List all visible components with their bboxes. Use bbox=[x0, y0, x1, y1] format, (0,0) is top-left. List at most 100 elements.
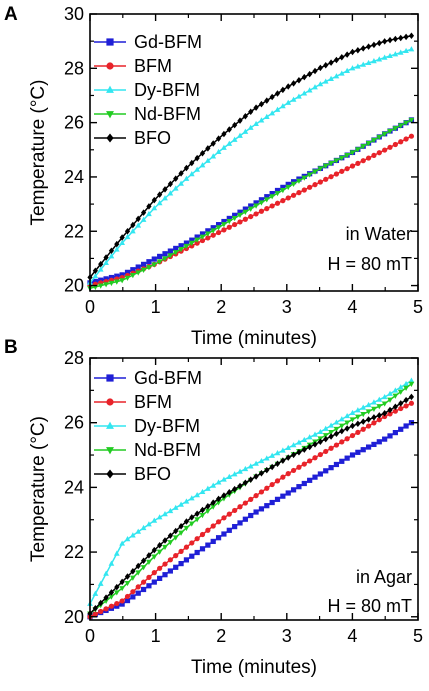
marker-triangle-down bbox=[221, 496, 227, 502]
marker-square bbox=[290, 487, 297, 493]
marker-circle bbox=[253, 493, 259, 499]
marker-circle bbox=[140, 579, 147, 585]
marker-square bbox=[258, 197, 265, 203]
marker-triangle-up bbox=[269, 110, 276, 116]
marker-square bbox=[403, 423, 409, 429]
marker-triangle-up bbox=[403, 47, 409, 54]
marker-diamond bbox=[355, 46, 361, 54]
marker-triangle-up bbox=[371, 58, 377, 64]
marker-triangle-down bbox=[140, 267, 147, 273]
marker-square bbox=[285, 181, 291, 187]
marker-square bbox=[274, 496, 281, 502]
marker-diamond bbox=[339, 54, 345, 61]
marker-triangle-up bbox=[274, 450, 281, 456]
panel-label: B bbox=[4, 337, 18, 358]
marker-diamond bbox=[376, 39, 382, 47]
marker-square bbox=[215, 222, 222, 228]
marker-diamond bbox=[103, 594, 109, 601]
marker-square bbox=[248, 512, 254, 519]
marker-circle bbox=[167, 557, 173, 563]
marker-diamond bbox=[232, 485, 238, 493]
marker-circle bbox=[387, 411, 393, 417]
marker-triangle-down bbox=[360, 144, 367, 150]
marker-triangle-down bbox=[178, 246, 184, 253]
marker-diamond bbox=[248, 476, 254, 483]
marker-triangle-up bbox=[97, 266, 104, 272]
marker-triangle-up bbox=[253, 460, 259, 466]
marker-diamond bbox=[98, 599, 104, 607]
marker-triangle-down bbox=[306, 172, 313, 178]
marker-triangle-down bbox=[129, 273, 136, 279]
marker-triangle-up bbox=[397, 49, 404, 55]
marker-triangle-up bbox=[129, 532, 136, 538]
legend-label: Gd-BFM bbox=[134, 368, 202, 388]
marker-triangle-down bbox=[135, 570, 142, 576]
marker-square bbox=[106, 38, 114, 46]
marker-square bbox=[114, 273, 120, 279]
marker-triangle-down bbox=[371, 137, 377, 144]
marker-triangle-up bbox=[263, 113, 270, 119]
marker-square bbox=[178, 243, 184, 249]
marker-triangle-up bbox=[162, 195, 168, 201]
y-axis-label: Temperature (°C) bbox=[28, 416, 49, 562]
marker-diamond bbox=[167, 532, 173, 539]
marker-triangle-up bbox=[258, 117, 265, 123]
marker-circle bbox=[339, 439, 345, 445]
marker-square bbox=[221, 531, 227, 537]
marker-diamond bbox=[157, 541, 163, 549]
marker-diamond bbox=[328, 59, 334, 66]
marker-diamond bbox=[339, 427, 345, 435]
marker-square bbox=[237, 209, 243, 215]
marker-circle bbox=[403, 136, 409, 142]
marker-square bbox=[114, 603, 120, 609]
marker-circle bbox=[108, 603, 115, 609]
marker-square bbox=[140, 261, 147, 267]
marker-diamond bbox=[189, 159, 195, 167]
series-BFO bbox=[87, 393, 415, 617]
marker-circle bbox=[264, 206, 270, 212]
marker-square bbox=[167, 568, 173, 574]
marker-triangle-up bbox=[135, 222, 142, 228]
marker-diamond bbox=[349, 48, 356, 56]
marker-square bbox=[355, 449, 361, 455]
marker-circle bbox=[360, 426, 366, 432]
marker-triangle-up bbox=[146, 210, 152, 217]
marker-circle bbox=[232, 507, 238, 514]
marker-circle bbox=[274, 478, 281, 484]
x-axis-label: Time (minutes) bbox=[191, 328, 317, 349]
marker-diamond bbox=[226, 126, 232, 133]
marker-square bbox=[258, 506, 265, 512]
marker-triangle-down bbox=[194, 237, 201, 243]
marker-diamond bbox=[130, 221, 136, 229]
y-tick-label: 26 bbox=[64, 113, 84, 133]
marker-triangle-down bbox=[403, 120, 409, 126]
marker-triangle-up bbox=[178, 180, 184, 186]
marker-triangle-down bbox=[333, 426, 340, 433]
marker-diamond bbox=[92, 267, 98, 275]
annotation: H = 80 mT bbox=[327, 596, 412, 616]
marker-square bbox=[237, 520, 243, 526]
marker-triangle-down bbox=[172, 535, 179, 541]
marker-square bbox=[173, 564, 179, 570]
marker-triangle-down bbox=[108, 594, 115, 600]
marker-triangle-down bbox=[338, 155, 345, 161]
marker-triangle-up bbox=[108, 560, 115, 566]
annotation: in Water bbox=[346, 224, 412, 244]
marker-square bbox=[135, 264, 141, 270]
marker-triangle-up bbox=[280, 103, 286, 109]
x-tick-label: 4 bbox=[347, 626, 357, 646]
marker-triangle-up bbox=[237, 468, 243, 474]
marker-diamond bbox=[264, 466, 270, 474]
marker-square bbox=[183, 240, 190, 246]
marker-diamond bbox=[215, 135, 222, 142]
series-Dy-BFM bbox=[87, 46, 415, 285]
legend-label: BFM bbox=[134, 56, 172, 76]
marker-triangle-up bbox=[280, 447, 286, 453]
marker-diamond bbox=[392, 403, 398, 410]
marker-square bbox=[365, 444, 372, 450]
marker-triangle-down bbox=[103, 282, 109, 288]
marker-square bbox=[333, 461, 340, 468]
y-tick-label: 24 bbox=[64, 167, 84, 187]
marker-diamond bbox=[307, 443, 313, 451]
marker-diamond bbox=[269, 93, 275, 101]
